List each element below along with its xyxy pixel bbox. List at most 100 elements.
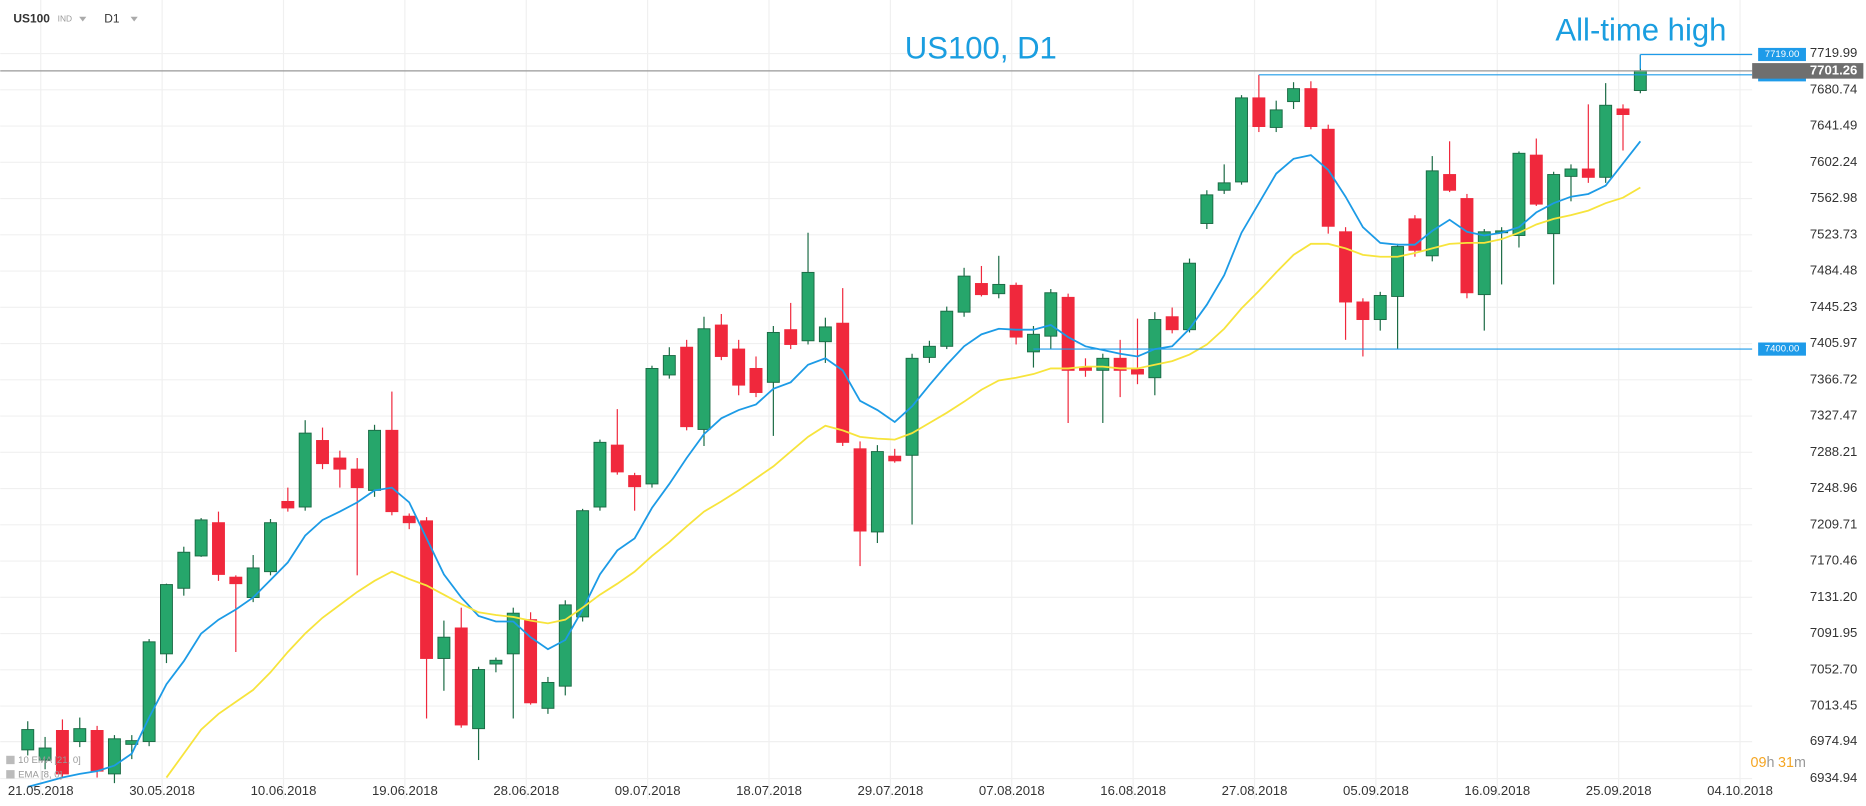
x-tick-label: 30.05.2018: [129, 783, 195, 798]
candle-body: [142, 641, 156, 743]
candle-body: [801, 271, 815, 342]
candle-body: [160, 584, 173, 655]
y-tick-label: 7680.74: [1810, 81, 1858, 96]
x-tick-label: 16.08.2018: [1100, 783, 1166, 798]
candle-body: [1564, 168, 1578, 177]
x-tick-label: 09.07.2018: [615, 783, 681, 798]
x-tick-label: 18.07.2018: [736, 783, 802, 798]
candle-body: [524, 619, 538, 704]
candle-body: [385, 429, 399, 513]
ema-line: [27, 140, 1642, 788]
level-label: 7719.00: [1765, 49, 1800, 60]
candle-body: [1512, 152, 1526, 236]
timeframe[interactable]: D1: [104, 11, 120, 25]
symbol[interactable]: US100: [13, 11, 50, 25]
candle-body: [1252, 97, 1266, 127]
y-tick-label: 7170.46: [1810, 553, 1858, 568]
dropdown-arrow[interactable]: [130, 16, 138, 22]
y-tick-label: 6934.94: [1810, 770, 1858, 785]
candle-body: [1581, 168, 1595, 178]
y-tick-label: 7327.47: [1810, 408, 1858, 423]
y-tick-label: 7366.72: [1810, 371, 1858, 386]
candle-body: [888, 455, 902, 462]
y-tick-label: 7602.24: [1810, 154, 1858, 169]
y-tick-label: 7209.71: [1810, 516, 1858, 531]
y-tick-label: 7523.73: [1810, 226, 1858, 241]
market: IND: [58, 13, 72, 23]
candle-body: [732, 348, 746, 386]
x-tick-label: 04.10.2018: [1707, 783, 1773, 798]
y-tick-label: 7052.70: [1810, 661, 1858, 676]
legend-entry: EMA [8, 0]: [18, 769, 62, 780]
candle-body: [940, 310, 954, 347]
candle-body: [558, 604, 572, 687]
x-tick-label: 16.09.2018: [1464, 783, 1530, 798]
candle-body: [229, 576, 243, 585]
candle-body: [1026, 333, 1040, 353]
candle-body: [1529, 154, 1543, 205]
last-price-tag: [1752, 63, 1864, 79]
candle-body: [662, 355, 676, 376]
y-tick-label: 6974.94: [1810, 733, 1858, 748]
candle-body: [264, 522, 277, 573]
countdown-hours: 09: [1751, 755, 1767, 771]
candle-body: [402, 515, 416, 524]
chart-title: US100, D1: [905, 30, 1057, 65]
level-tag: [1758, 342, 1806, 356]
candle-body: [714, 324, 728, 357]
candle-body: [1183, 262, 1196, 331]
x-tick-label: 27.08.2018: [1222, 783, 1288, 798]
level-label: 7400.00: [1765, 344, 1800, 355]
candle-body: [1373, 295, 1387, 321]
countdown-unit: h: [1766, 755, 1774, 771]
candle-body: [437, 636, 451, 659]
candle-body: [1269, 109, 1283, 128]
candle-body: [680, 346, 694, 428]
candle-body: [645, 367, 659, 485]
candle-body: [1633, 70, 1647, 91]
candle-body: [749, 367, 763, 393]
candle-body: [836, 322, 850, 443]
candle-body: [1131, 368, 1144, 375]
y-tick-label: 7131.20: [1810, 589, 1858, 604]
candle-body: [55, 730, 69, 775]
dropdown-arrow[interactable]: [79, 16, 87, 22]
candle-body: [489, 659, 503, 665]
candle-body: [333, 457, 347, 470]
candle-body: [1079, 367, 1092, 371]
y-tick-label: 7091.95: [1810, 625, 1858, 640]
candle-body: [1356, 301, 1370, 321]
candle-body: [593, 441, 607, 508]
candle-body: [697, 328, 711, 430]
candle-body: [1113, 357, 1127, 371]
legend-entry: 10 EMA [21, 0]: [18, 755, 81, 766]
candle-body: [1287, 88, 1301, 103]
candle-body: [1599, 104, 1613, 178]
candle-body: [541, 681, 555, 709]
candle-body: [1408, 218, 1422, 251]
legend-icon: [6, 770, 15, 779]
countdown-minutes: 31: [1778, 755, 1794, 771]
y-tick-label: 7719.99: [1810, 45, 1858, 60]
ema-line: [165, 186, 1641, 779]
candle-body: [177, 551, 191, 589]
y-tick-label: 7562.98: [1810, 190, 1858, 205]
candle-body: [73, 728, 87, 743]
candle-body: [922, 345, 936, 358]
candle-body: [1339, 231, 1353, 303]
x-tick-label: 05.09.2018: [1343, 783, 1409, 798]
x-tick-label: 28.06.2018: [493, 783, 559, 798]
candle-body: [107, 738, 121, 775]
countdown-unit: m: [1794, 755, 1806, 771]
y-tick-label: 7013.45: [1810, 698, 1858, 713]
candle-body: [1009, 284, 1023, 338]
x-tick-label: 10.06.2018: [251, 783, 317, 798]
last-price-label: 7701.26: [1810, 62, 1858, 77]
y-tick-label: 7484.48: [1810, 263, 1858, 278]
candle-body: [281, 500, 295, 509]
candle-body: [1616, 108, 1630, 115]
legend-icon: [6, 755, 15, 765]
candle-body: [992, 283, 1006, 295]
y-tick-label: 7641.49: [1810, 118, 1858, 133]
